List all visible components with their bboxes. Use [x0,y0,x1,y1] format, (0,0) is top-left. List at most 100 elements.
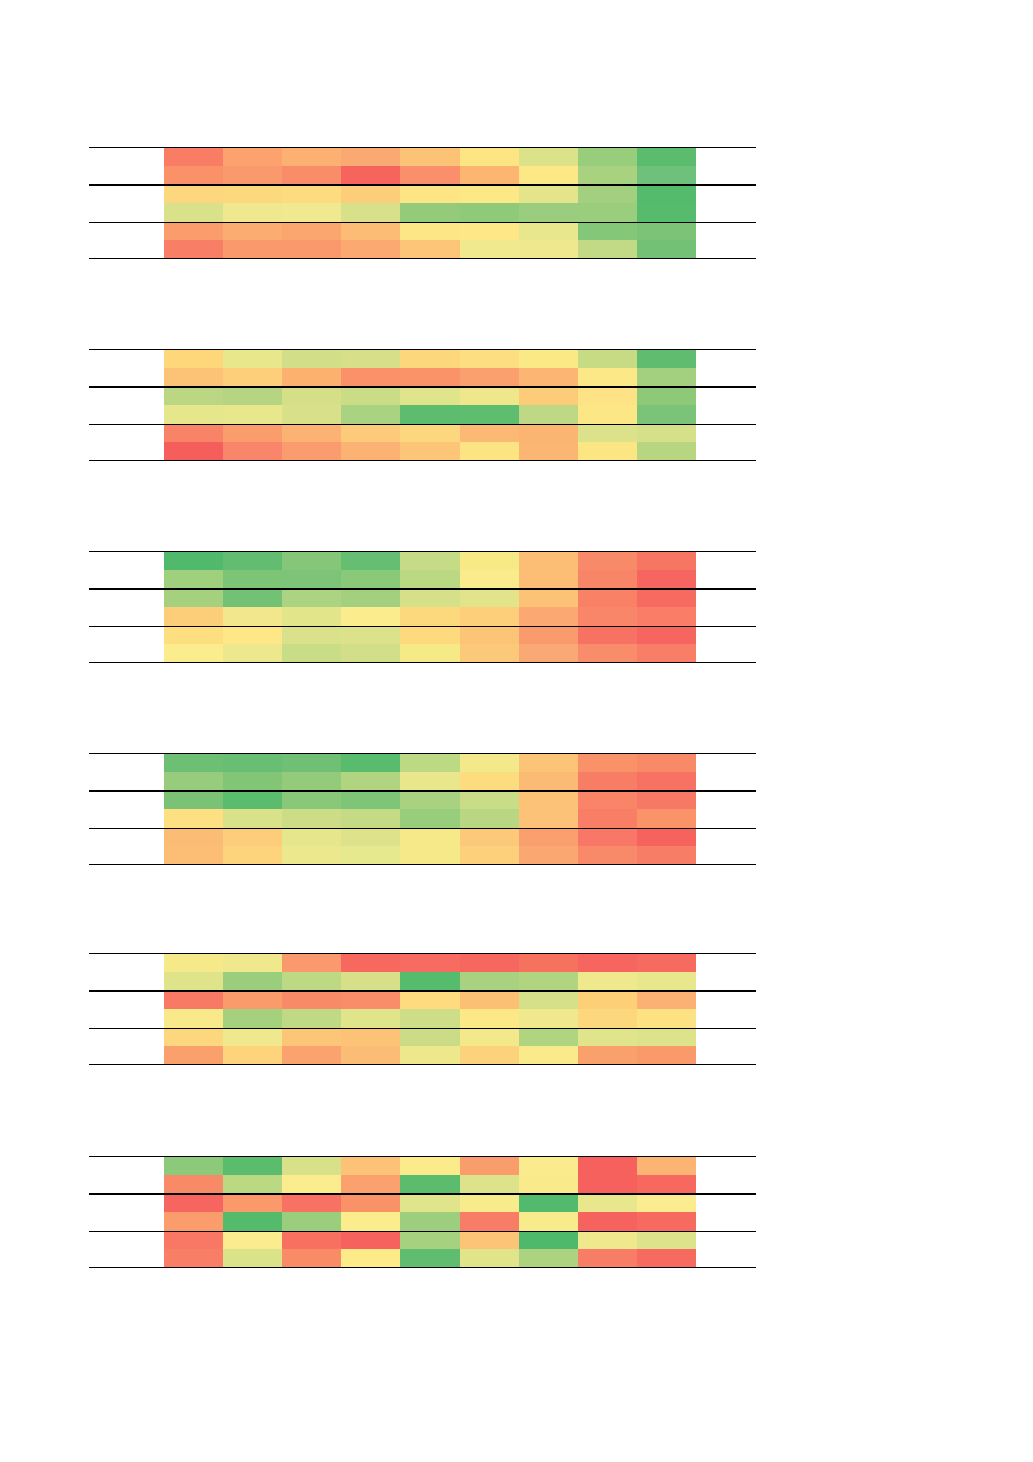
heatmap-cell-p5-r3-c2 [223,990,283,1009]
heatmap-cell-p2-r5-c2 [223,423,283,443]
heatmap-cell-p6-r3-c2 [223,1193,283,1212]
heatmap-cell-p4-r5-c4 [341,827,401,847]
heatmap-cell-p3-r5-c2 [223,625,283,645]
heatmap-cell-p6-r6-c8 [577,1249,637,1268]
heatmap-cell-p3-r5-c9 [636,625,696,645]
heatmap-cell-p4-r3-c2 [223,790,283,809]
heatmap-cell-p3-r6-c8 [577,644,637,663]
heatmap-cell-p3-r1-c6 [459,551,519,570]
heatmap-cell-p6-r5-c3 [282,1230,342,1250]
heatmap-cell-p3-r6-c7 [518,644,578,663]
rule-line-p3-3 [89,625,756,628]
heatmap-cell-p3-r4-c7 [518,606,578,626]
heatmap-cell-p4-r5-c1 [164,827,224,847]
heatmap-cell-p1-r5-c2 [223,221,283,241]
heatmap-panel-3-grid [164,551,696,663]
heatmap-cell-p1-r5-c7 [518,221,578,241]
heatmap-cell-p3-r3-c8 [577,588,637,607]
heatmap-cell-p6-r3-c1 [164,1193,224,1212]
heatmap-cell-p1-r1-c2 [223,147,283,166]
rule-line-p2-2 [89,386,756,388]
heatmap-panel-2-grid [164,349,696,461]
heatmap-cell-p3-r4-c9 [636,606,696,626]
heatmap-cell-p2-r3-c2 [223,386,283,405]
rule-line-p5-3 [89,1027,756,1030]
rule-line-p2-3 [89,423,756,426]
heatmap-cell-p3-r1-c8 [577,551,637,570]
heatmap-cell-p6-r4-c2 [223,1211,283,1231]
heatmap-panel-1-grid [164,147,696,259]
heatmap-cell-p5-r1-c4 [341,953,401,972]
heatmap-cell-p6-r4-c8 [577,1211,637,1231]
heatmap-cell-p2-r6-c2 [223,442,283,461]
heatmap-cell-p3-r6-c5 [400,644,460,663]
heatmap-cell-p5-r6-c6 [459,1046,519,1065]
heatmap-cell-p5-r4-c9 [636,1008,696,1028]
heatmap-panel-6-grid [164,1156,696,1268]
heatmap-cell-p4-r6-c8 [577,846,637,865]
heatmap-cell-p5-r1-c8 [577,953,637,972]
heatmap-cell-p6-r5-c2 [223,1230,283,1250]
heatmap-cell-p2-r6-c3 [282,442,342,461]
heatmap-cell-p2-r4-c1 [164,404,224,424]
heatmap-cell-p1-r6-c2 [223,240,283,259]
heatmap-cell-p6-r2-c8 [577,1174,637,1194]
heatmap-cell-p6-r5-c6 [459,1230,519,1250]
heatmap-cell-p4-r2-c3 [282,771,342,791]
heatmap-cell-p2-r6-c8 [577,442,637,461]
heatmap-cell-p5-r2-c2 [223,971,283,991]
heatmap-cell-p2-r4-c8 [577,404,637,424]
heatmap-cell-p6-r5-c4 [341,1230,401,1250]
heatmap-cell-p5-r5-c6 [459,1027,519,1047]
heatmap-cell-p5-r3-c8 [577,990,637,1009]
heatmap-cell-p2-r3-c9 [636,386,696,405]
heatmap-cell-p3-r4-c8 [577,606,637,626]
heatmap-cell-p6-r4-c9 [636,1211,696,1231]
heatmap-cell-p5-r3-c1 [164,990,224,1009]
heatmap-cell-p1-r3-c5 [400,184,460,203]
heatmap-panel-6 [0,1156,1033,1268]
heatmap-cell-p1-r4-c8 [577,202,637,222]
heatmap-cell-p6-r5-c1 [164,1230,224,1250]
heatmap-cell-p1-r1-c7 [518,147,578,166]
heatmap-cell-p4-r2-c5 [400,771,460,791]
heatmap-cell-p4-r4-c8 [577,808,637,828]
heatmap-cell-p4-r1-c6 [459,753,519,772]
rule-line-p1-2 [89,184,756,186]
heatmap-cell-p3-r4-c4 [341,606,401,626]
heatmap-cell-p2-r4-c5 [400,404,460,424]
heatmap-cell-p5-r1-c6 [459,953,519,972]
heatmap-cell-p5-r6-c4 [341,1046,401,1065]
heatmap-cell-p2-r5-c4 [341,423,401,443]
heatmap-cell-p6-r5-c8 [577,1230,637,1250]
rule-line-p1-3 [89,221,756,224]
heatmap-cell-p6-r1-c6 [459,1156,519,1175]
heatmap-cell-p1-r2-c8 [577,165,637,185]
heatmap-cell-p4-r6-c4 [341,846,401,865]
heatmap-cell-p3-r6-c6 [459,644,519,663]
heatmap-cell-p5-r5-c4 [341,1027,401,1047]
heatmap-cell-p2-r4-c4 [341,404,401,424]
heatmap-cell-p3-r5-c5 [400,625,460,645]
heatmap-cell-p1-r6-c5 [400,240,460,259]
rule-line-p3-2 [89,588,756,590]
heatmap-cell-p3-r2-c3 [282,569,342,589]
heatmap-cell-p4-r5-c5 [400,827,460,847]
heatmap-cell-p4-r4-c1 [164,808,224,828]
heatmap-cell-p4-r3-c6 [459,790,519,809]
heatmap-cell-p3-r5-c4 [341,625,401,645]
heatmap-cell-p3-r5-c7 [518,625,578,645]
heatmap-cell-p1-r6-c4 [341,240,401,259]
heatmap-cell-p1-r3-c3 [282,184,342,203]
heatmap-cell-p1-r4-c1 [164,202,224,222]
rule-line-p5-2 [89,990,756,992]
heatmap-cell-p3-r3-c9 [636,588,696,607]
heatmap-cell-p4-r4-c2 [223,808,283,828]
heatmap-cell-p4-r3-c7 [518,790,578,809]
heatmap-cell-p5-r4-c8 [577,1008,637,1028]
heatmap-cell-p3-r6-c9 [636,644,696,663]
heatmap-cell-p6-r3-c5 [400,1193,460,1212]
heatmap-cell-p4-r4-c5 [400,808,460,828]
heatmap-cell-p6-r1-c3 [282,1156,342,1175]
heatmap-cell-p4-r2-c7 [518,771,578,791]
